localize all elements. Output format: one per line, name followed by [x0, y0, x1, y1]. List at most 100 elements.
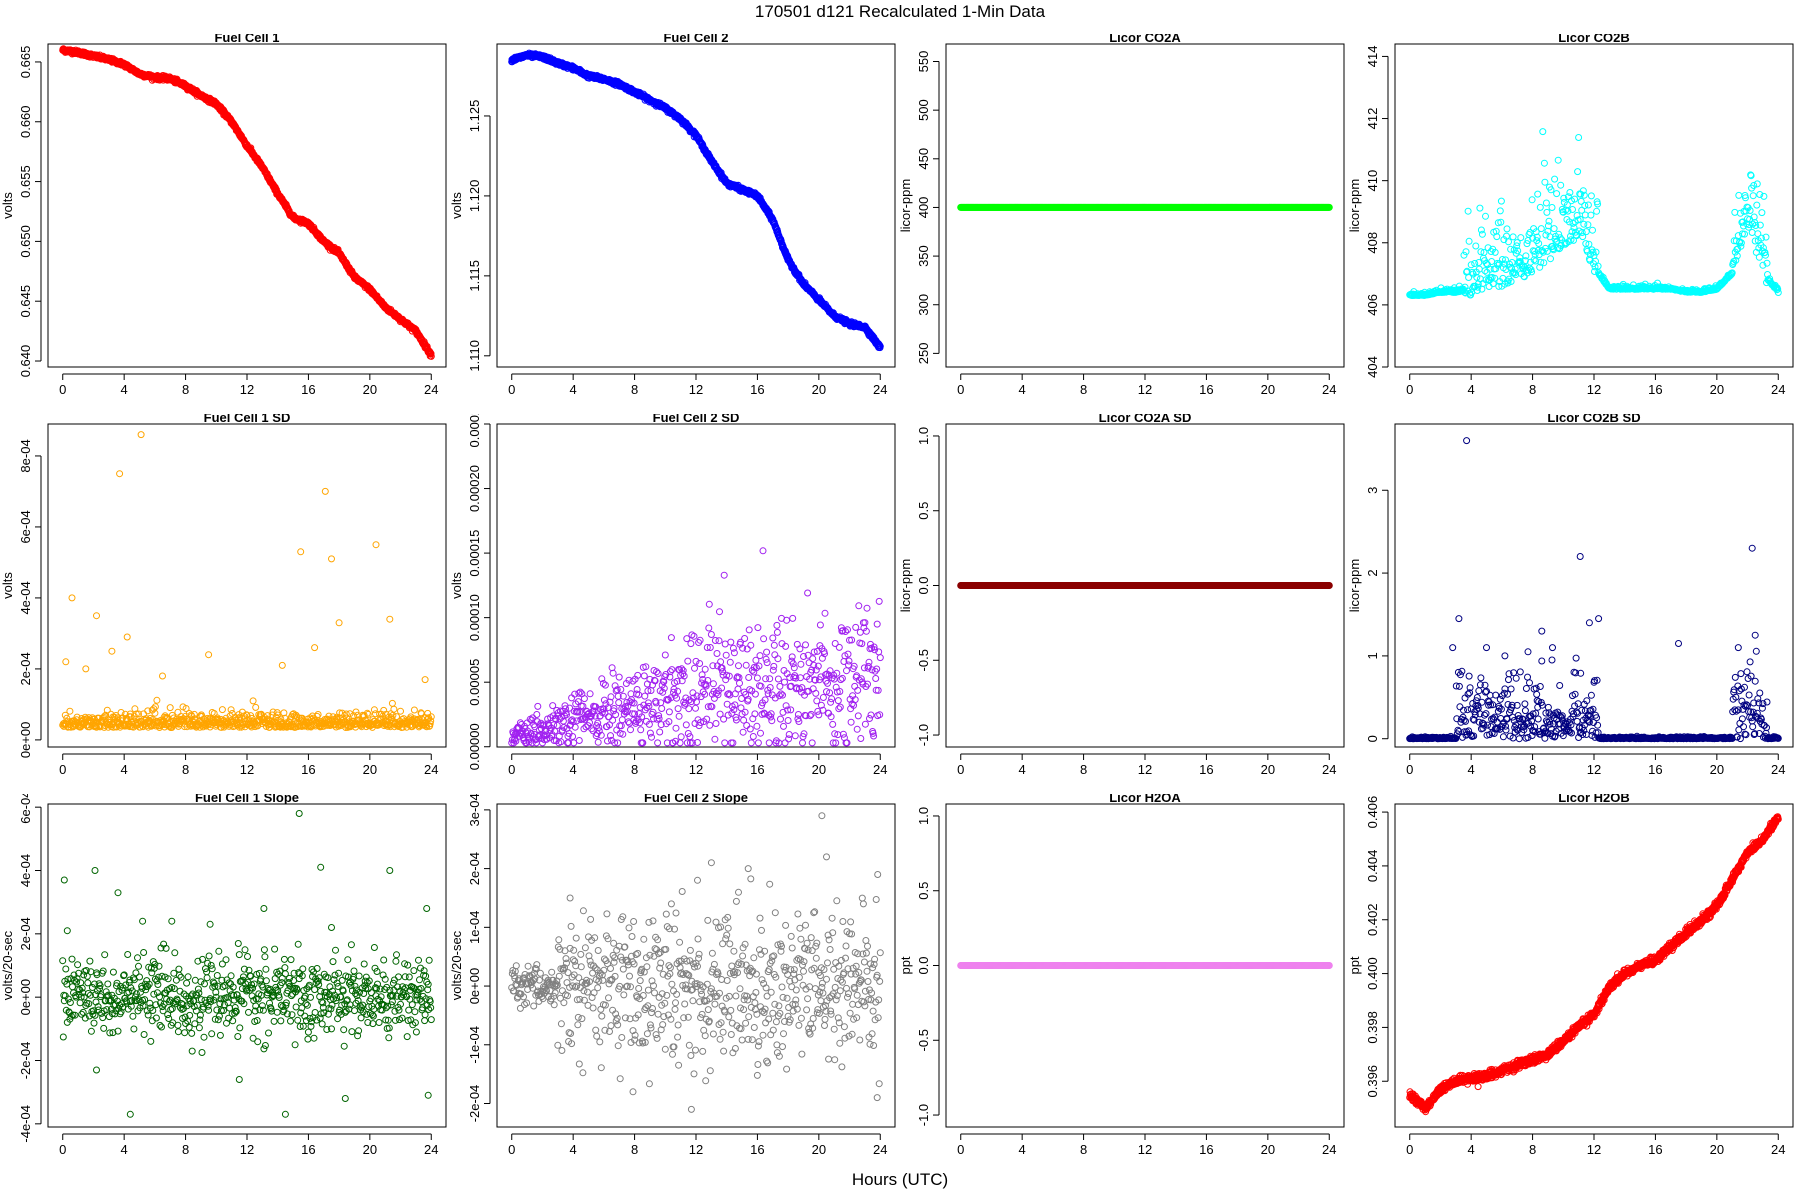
chart-panel: Fuel Cell 1 SD volts 0 4 8 12 16 20 24 0e+00 2e-04…: [0, 414, 450, 794]
y-tick-label: 0.650: [18, 225, 33, 258]
data-point: [102, 711, 110, 719]
data-point: [1742, 194, 1749, 202]
data-point: [1582, 228, 1590, 236]
data-point: [1587, 211, 1595, 219]
chart-panel: Fuel Cell 1 volts 0 4 8 12 16 20 24 0.640 0.645 0.6…: [0, 34, 450, 414]
data-point: [1759, 244, 1767, 252]
data-point: [1543, 247, 1551, 255]
data-point: [66, 707, 74, 715]
data-point: [1528, 268, 1536, 276]
data-point: [1579, 187, 1587, 195]
y-tick-label: 1.120: [467, 180, 482, 213]
data-point: [1474, 283, 1482, 291]
x-tick-label: 12: [240, 382, 254, 397]
x-tick-label: 12: [1138, 382, 1152, 397]
data-point: [1732, 256, 1740, 264]
y-tick-label: 410: [1365, 170, 1380, 192]
x-tick-label: 0: [957, 382, 964, 397]
data-point: [1528, 196, 1536, 204]
data-point: [1581, 211, 1589, 219]
data-point: [1476, 204, 1484, 212]
data-point: [103, 706, 111, 714]
data-point: [1540, 259, 1548, 267]
panel-title: Licor CO2B: [1558, 34, 1630, 45]
data-point: [130, 712, 138, 720]
data-point: [1531, 247, 1539, 255]
data-point: [139, 723, 147, 731]
data-point: [1523, 240, 1531, 248]
data-point: [1498, 256, 1506, 263]
data-point: [1539, 128, 1547, 136]
data-point: [1477, 248, 1485, 256]
data-point: [1550, 225, 1558, 233]
data-point: [1513, 239, 1521, 247]
y-tick-label: 0.660: [18, 105, 33, 138]
x-axis: 0 4 8 12 16 20 24: [957, 373, 1336, 397]
data-point: [1574, 168, 1582, 176]
data-point: [1758, 209, 1766, 217]
data-point: [1733, 252, 1741, 260]
data-point: [1572, 228, 1580, 236]
data-point: [1736, 209, 1744, 217]
data-point: [1580, 220, 1588, 228]
y-tick-label: 0.640: [18, 345, 33, 378]
data-point: [227, 706, 235, 714]
y-tick-label: 1.110: [467, 340, 482, 372]
data-point: [1578, 229, 1586, 236]
plot-frame: [1394, 43, 1794, 368]
data-point: [1482, 212, 1489, 220]
data-point: [1757, 234, 1765, 242]
panel-title: Licor CO2A: [1109, 34, 1181, 45]
point-series: [59, 431, 435, 731]
data-point: [1564, 207, 1572, 215]
data-point: [1511, 269, 1519, 277]
data-point: [151, 703, 159, 711]
data-point: [289, 711, 297, 718]
x-tick-label: 4: [1468, 382, 1475, 397]
data-point: [132, 710, 140, 718]
data-point: [1545, 217, 1553, 225]
data-point: [153, 696, 161, 704]
data-point: [1763, 259, 1771, 267]
data-point: [1577, 197, 1585, 205]
data-point: [1751, 219, 1759, 226]
data-point: [1513, 242, 1521, 250]
data-point: [1754, 230, 1762, 238]
data-point: [1589, 226, 1596, 234]
data-point: [1463, 267, 1471, 275]
x-tick-label: 8: [182, 382, 189, 397]
x-tick-label: 16: [1199, 382, 1213, 397]
y-axis-label: volts: [0, 572, 15, 599]
plot-frame: [496, 43, 896, 368]
x-tick-label: 20: [1710, 382, 1724, 397]
data-point: [174, 708, 182, 716]
data-point: [218, 706, 226, 714]
data-point: [101, 712, 109, 720]
x-tick-label: 24: [1322, 382, 1336, 397]
data-point: [1533, 233, 1541, 241]
data-point: [1774, 289, 1782, 296]
data-point: [252, 703, 260, 711]
data-point: [1589, 248, 1597, 256]
data-point: [1752, 222, 1760, 229]
data-point: [1736, 238, 1744, 246]
data-point: [1742, 207, 1750, 215]
data-point: [150, 705, 158, 713]
data-point: [112, 712, 120, 719]
data-point: [1516, 254, 1524, 262]
data-point: [1325, 203, 1333, 211]
data-point: [1569, 219, 1577, 227]
x-tick-label: 0: [508, 382, 515, 397]
data-point: [1554, 156, 1562, 164]
data-point: [1734, 232, 1742, 240]
data-point: [1762, 233, 1770, 241]
data-point: [1485, 283, 1493, 290]
data-point: [1496, 207, 1504, 215]
data-point: [1536, 263, 1544, 271]
data-point: [1507, 245, 1515, 253]
x-axis: 0 4 8 12 16 20 24: [1406, 373, 1785, 397]
data-point: [1548, 204, 1556, 211]
